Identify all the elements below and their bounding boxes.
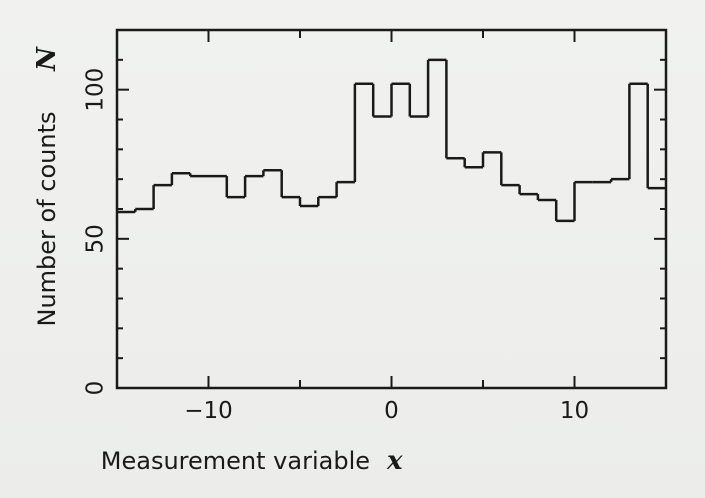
histogram-bin bbox=[573, 180, 593, 221]
histogram-bin bbox=[335, 180, 355, 198]
histogram-bin bbox=[390, 82, 410, 117]
histogram-bin bbox=[536, 194, 557, 202]
histogram-bin bbox=[134, 207, 154, 212]
histogram-bin bbox=[262, 168, 282, 177]
y-tick-label: 0 bbox=[83, 381, 109, 396]
histogram-bin bbox=[353, 82, 374, 183]
histogram-bin bbox=[152, 183, 172, 209]
histogram-bin bbox=[500, 152, 520, 187]
x-axis-title: Measurement variable bbox=[101, 447, 370, 475]
y-axis-symbol: N bbox=[32, 46, 62, 72]
histogram-bin bbox=[243, 174, 264, 198]
histogram-bin bbox=[426, 58, 447, 117]
x-tick-label: −10 bbox=[184, 398, 233, 424]
histogram-bin bbox=[188, 173, 209, 178]
histogram-bin bbox=[628, 82, 648, 180]
histogram-bin bbox=[317, 195, 337, 207]
y-axis-ticks: 0 50 100 bbox=[83, 29, 666, 396]
y-axis-title: Number of counts bbox=[33, 111, 61, 326]
histogram-bin bbox=[463, 158, 483, 169]
histogram-bin bbox=[225, 176, 246, 199]
histogram-bin bbox=[609, 177, 630, 183]
x-tick-label: 10 bbox=[560, 398, 589, 424]
histogram-bins bbox=[117, 58, 666, 223]
histogram-bin bbox=[445, 59, 465, 160]
histogram-bin bbox=[554, 200, 575, 223]
histogram-bin bbox=[518, 185, 538, 196]
histogram-bin bbox=[280, 170, 300, 199]
y-tick-label: 50 bbox=[83, 224, 109, 253]
y-tick-label: 100 bbox=[83, 68, 109, 112]
x-axis-label: Measurement variable bbox=[101, 447, 370, 475]
histogram-bin bbox=[371, 83, 392, 118]
histogram-bin bbox=[298, 197, 319, 208]
x-tick-label: 0 bbox=[384, 398, 399, 424]
histogram-bin bbox=[408, 83, 429, 118]
histogram-bin bbox=[481, 151, 502, 168]
y-axis-title-group: Number of counts N bbox=[32, 46, 62, 327]
x-axis-symbol: x bbox=[386, 446, 403, 476]
x-axis-ticks: −10 0 10 bbox=[116, 30, 667, 424]
histogram-bin bbox=[646, 83, 666, 190]
histogram-bin bbox=[170, 171, 191, 186]
